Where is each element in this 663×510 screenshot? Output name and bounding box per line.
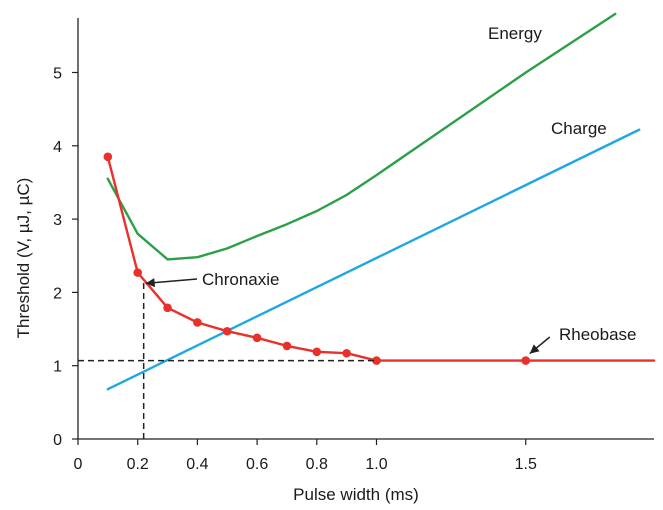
data-point	[163, 303, 172, 313]
y-axis-title: Threshold (V, µJ, µC)	[14, 178, 33, 339]
rheobase-arrow-head	[529, 344, 540, 354]
data-point	[342, 348, 351, 358]
series-label-energy: Energy	[488, 24, 542, 43]
series-line-strength-duration	[106, 155, 656, 362]
y-tick-label: 0	[53, 432, 62, 449]
y-tick-label: 3	[53, 212, 62, 229]
chronaxie-arrow-head	[145, 278, 156, 288]
annotation-layer	[78, 278, 551, 439]
x-tick-label: 0.4	[186, 456, 208, 473]
data-point	[193, 318, 202, 327]
axes: 0 0.2 0.4 0.6 0.8 1.0 1.5 0 1 2 3 4 5	[53, 18, 654, 473]
chronaxie-arrow	[145, 278, 198, 288]
x-tick-label: 1.0	[365, 456, 387, 473]
x-tick-label: 1.5	[515, 456, 537, 473]
annotation-rheobase: Rheobase	[559, 325, 637, 344]
y-tick-label: 2	[53, 285, 62, 302]
x-tick-label: 0.2	[127, 456, 149, 473]
data-point	[312, 347, 322, 357]
x-axis-title: Pulse width (ms)	[293, 485, 419, 504]
series-layer	[103, 12, 656, 391]
rheobase-arrow	[529, 336, 551, 355]
y-tick-label: 1	[53, 359, 62, 376]
series-line-energy	[106, 12, 617, 261]
y-tick-label: 4	[53, 139, 62, 156]
x-tick-label: 0.8	[306, 456, 328, 473]
data-point	[252, 333, 262, 343]
x-tick-label: 0.6	[246, 456, 268, 473]
series-label-charge: Charge	[551, 119, 607, 138]
x-tick-label: 0	[74, 456, 83, 473]
y-tick-label: 5	[53, 66, 62, 83]
data-point	[103, 152, 113, 162]
data-point	[372, 356, 381, 365]
series-line-charge	[106, 128, 641, 391]
data-point	[133, 268, 142, 277]
data-point	[222, 326, 232, 336]
data-point	[282, 341, 292, 351]
data-point	[521, 356, 531, 365]
annotation-chronaxie: Chronaxie	[202, 270, 280, 289]
